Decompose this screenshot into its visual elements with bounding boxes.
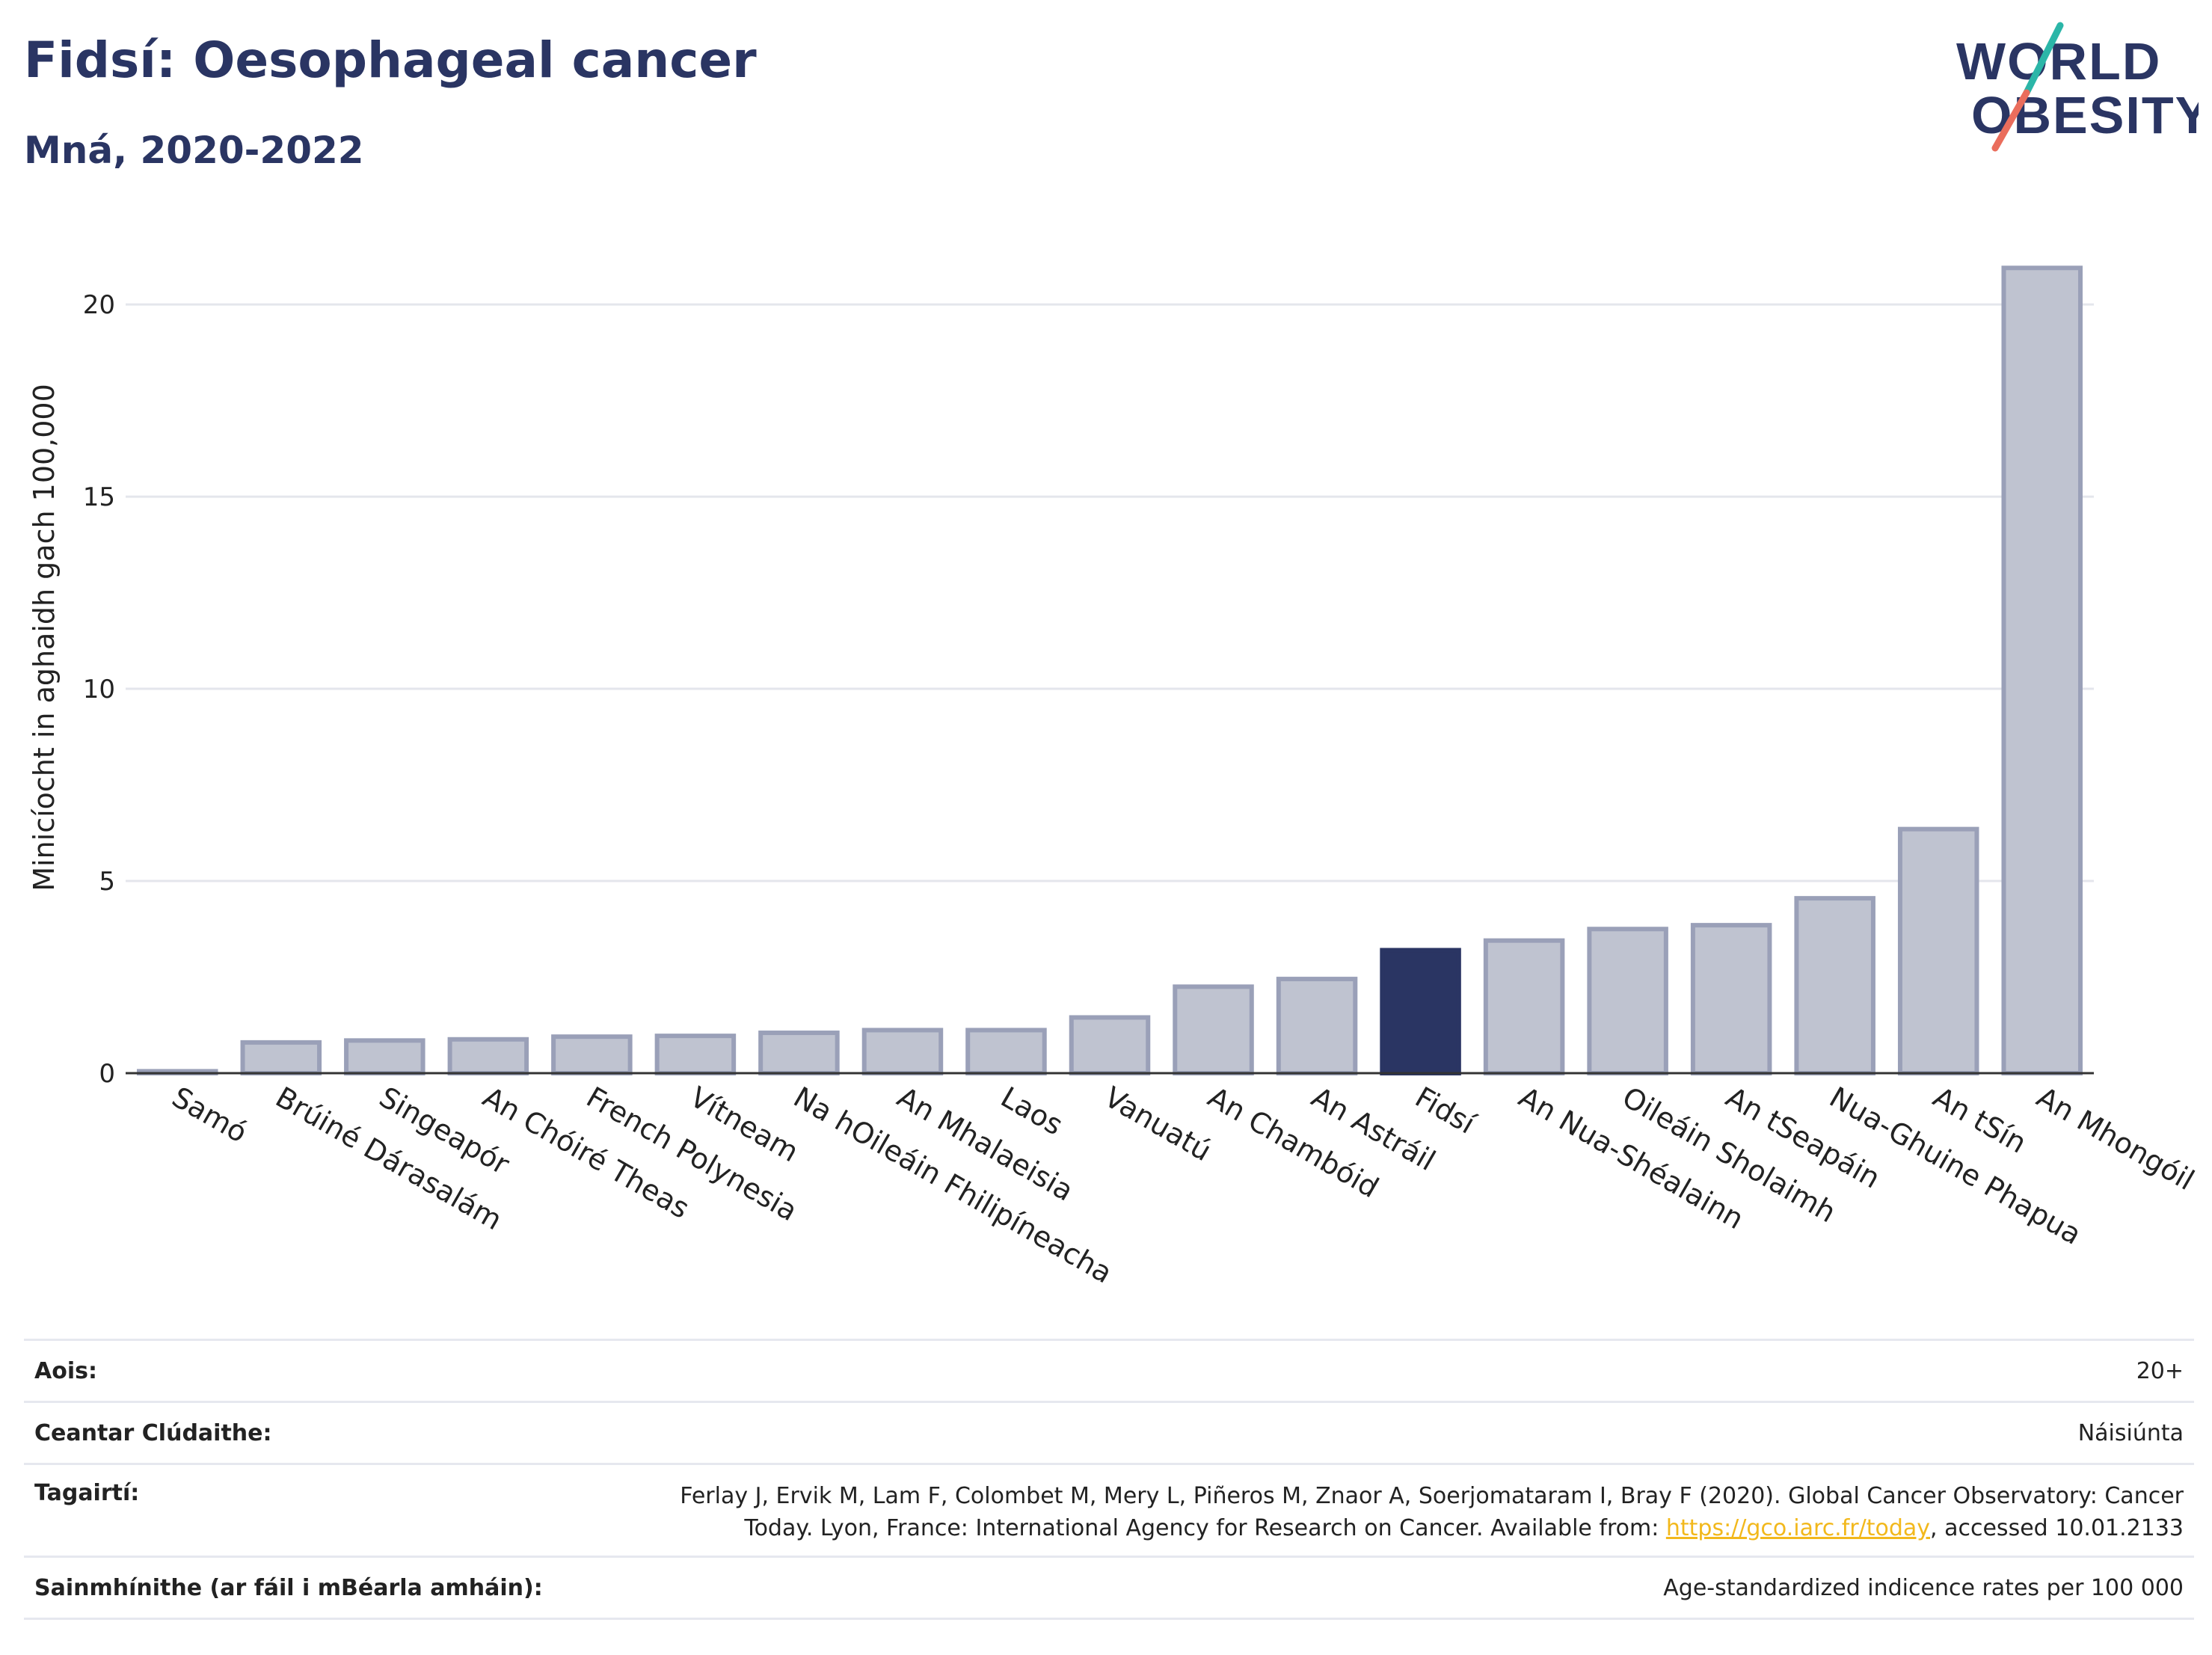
- bar: [447, 1037, 529, 1075]
- y-tick-label: 20: [83, 290, 115, 320]
- bar: [1690, 923, 1772, 1076]
- logo-word-world: WORLD: [1956, 32, 2161, 90]
- bar: [861, 1028, 944, 1076]
- bar: [1380, 948, 1461, 1076]
- bar: [1587, 927, 1668, 1076]
- meta-row-age: Aois: 20+: [24, 1339, 2194, 1401]
- metadata-table: Aois: 20+ Ceantar Clúdaithe: Náisiúnta T…: [24, 1339, 2194, 1620]
- bar: [1897, 826, 1979, 1075]
- meta-value-age: 20+: [2136, 1357, 2184, 1384]
- page-title: Fidsí: Oesophageal cancer: [24, 31, 757, 89]
- y-axis-title: Minicíocht in aghaidh gach 100,000: [28, 384, 61, 891]
- x-tick-label: Samó: [167, 1081, 253, 1149]
- meta-value-coverage: Náisiúnta: [2077, 1419, 2184, 1446]
- bar: [2001, 265, 2083, 1075]
- meta-label-references: Tagairtí:: [34, 1480, 140, 1506]
- y-tick-label: 15: [83, 482, 115, 512]
- x-tick-label: An Chambóid: [1202, 1081, 1384, 1205]
- bar-chart: 0 5 10 15 20 Minicíocht in aghaidh gach 100,0…: [28, 265, 2200, 1290]
- references-line-1: Ferlay J, Ervik M, Lam F, Colombet M, Me…: [680, 1483, 2184, 1509]
- meta-row-coverage: Ceantar Clúdaithe: Náisiúnta: [24, 1401, 2194, 1463]
- meta-row-definitions: Sainmhínithe (ar fáil i mBéarla amháin):…: [24, 1556, 2194, 1620]
- logo-slash-teal: [2023, 22, 2064, 96]
- bar: [1794, 896, 1875, 1075]
- world-obesity-logo: WORLD OBESITY: [1956, 22, 2199, 152]
- bar: [1069, 1015, 1151, 1075]
- bar: [1483, 938, 1565, 1075]
- bar: [654, 1034, 737, 1075]
- meta-value-references: Ferlay J, Ervik M, Lam F, Colombet M, Me…: [680, 1480, 2194, 1544]
- meta-label-age: Aois:: [34, 1357, 97, 1384]
- references-line-2: Today. Lyon, France: International Agenc…: [744, 1515, 1666, 1541]
- x-tick-label: Laos: [995, 1081, 1069, 1142]
- bar: [344, 1038, 425, 1076]
- meta-row-references: Tagairtí: Ferlay J, Ervik M, Lam F, Colo…: [24, 1463, 2194, 1556]
- logo-word-obesity: OBESITY: [1971, 86, 2199, 144]
- page-subtitle: Mná, 2020-2022: [24, 129, 364, 172]
- references-link[interactable]: https://gco.iarc.fr/today: [1665, 1515, 1931, 1541]
- references-accessed: , accessed 10.01.2133: [1930, 1515, 2184, 1541]
- x-tick-label: Vanuatú: [1099, 1081, 1217, 1167]
- logo-slash-coral: [1991, 89, 2030, 152]
- y-tick-label: 0: [99, 1059, 115, 1089]
- meta-value-definitions: Age-standardized indicence rates per 100…: [1663, 1574, 2184, 1601]
- bar: [1276, 977, 1358, 1076]
- x-tick-label: An Mhongóil: [2031, 1081, 2199, 1197]
- meta-label-coverage: Ceantar Clúdaithe:: [34, 1419, 272, 1446]
- bar: [965, 1028, 1047, 1076]
- bar: [551, 1034, 633, 1076]
- x-tick-label: Fidsí: [1410, 1081, 1481, 1141]
- y-tick-label: 10: [83, 675, 115, 704]
- meta-label-definitions: Sainmhínithe (ar fáil i mBéarla amháin):: [34, 1574, 543, 1601]
- bar: [1173, 984, 1254, 1076]
- bar: [758, 1031, 840, 1076]
- y-tick-label: 5: [99, 867, 115, 897]
- bar: [240, 1040, 322, 1075]
